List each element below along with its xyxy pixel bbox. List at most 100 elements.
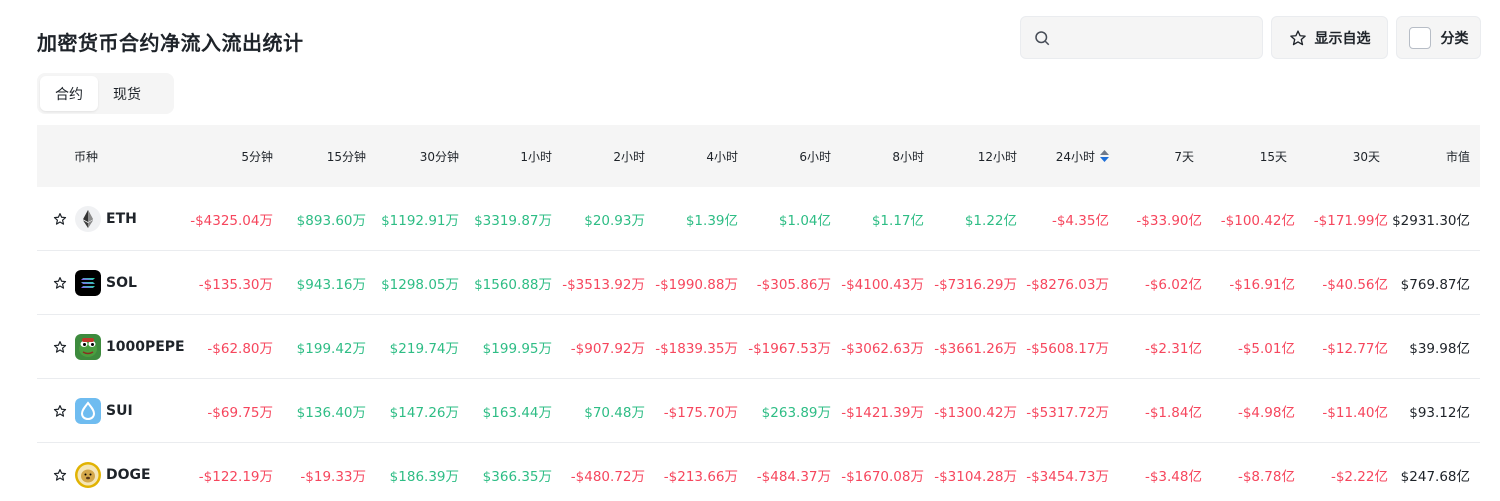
netflow-2h-cell: -$480.72万 xyxy=(570,469,645,485)
netflow-4h-cell: -$175.70万 xyxy=(663,405,738,421)
coin-symbol[interactable]: 1000PEPE xyxy=(106,339,185,355)
col-header-30d[interactable]: 30天 xyxy=(1352,149,1380,164)
doge-logo-icon xyxy=(75,462,101,488)
netflow-7d-cell: -$33.90亿 xyxy=(1136,213,1202,229)
col-header-market-cap[interactable]: 市值 xyxy=(1445,149,1470,164)
eth-logo-icon xyxy=(75,206,101,232)
netflow-6h-cell: -$484.37万 xyxy=(756,469,831,485)
netflow-7d-cell: -$1.84亿 xyxy=(1144,405,1202,421)
coin-cell: SOL xyxy=(53,251,137,315)
col-header-5m[interactable]: 5分钟 xyxy=(241,149,273,164)
netflow-30m-cell: $219.74万 xyxy=(389,341,459,357)
netflow-12h-cell: -$3661.26万 xyxy=(934,341,1017,357)
market-cap-cell: $2931.30亿 xyxy=(1392,213,1470,229)
table-row[interactable]: SUI -$69.75万 $136.40万 $147.26万 $163.44万 $70.4… xyxy=(37,379,1480,443)
col-header-24h[interactable]: 24小时 xyxy=(1056,125,1109,187)
favorite-star-icon[interactable] xyxy=(53,468,67,482)
netflow-30d-cell: -$171.99亿 xyxy=(1313,213,1388,229)
netflow-4h-cell: -$213.66万 xyxy=(663,469,738,485)
market-type-tabs: 合约 现货 xyxy=(37,73,174,114)
table-row[interactable]: SOL -$135.30万 $943.16万 $1298.05万 $1560.88万 -$… xyxy=(37,251,1480,315)
col-header-15m[interactable]: 15分钟 xyxy=(326,149,366,164)
netflow-1h-cell: $163.44万 xyxy=(482,405,552,421)
netflow-table: 币种 5分钟 15分钟 30分钟 1小时 2小时 4小时 6小时 8小时 12小… xyxy=(37,125,1480,501)
netflow-5m-cell: -$4325.04万 xyxy=(190,213,273,229)
netflow-8h-cell: -$1670.08万 xyxy=(841,469,924,485)
netflow-30m-cell: $1192.91万 xyxy=(381,213,459,229)
show-favorites-button[interactable]: 显示自选 xyxy=(1271,16,1388,59)
tab-spot[interactable]: 现货 xyxy=(113,86,141,103)
table-row[interactable]: ETH -$4325.04万 $893.60万 $1192.91万 $3319.87万 $… xyxy=(37,187,1480,251)
netflow-2h-cell: -$3513.92万 xyxy=(562,277,645,293)
netflow-15m-cell: $943.16万 xyxy=(296,277,366,293)
search-box[interactable] xyxy=(1020,16,1263,59)
market-cap-cell: $39.98亿 xyxy=(1409,341,1470,357)
col-header-7d[interactable]: 7天 xyxy=(1174,149,1194,164)
netflow-30m-cell: $147.26万 xyxy=(389,405,459,421)
netflow-4h-cell: -$1839.35万 xyxy=(655,341,738,357)
table-row[interactable]: DOGE -$122.19万 -$19.33万 $186.39万 $366.35万 -$4… xyxy=(37,443,1480,501)
netflow-6h-cell: $1.04亿 xyxy=(778,213,831,229)
netflow-24h-cell: -$5317.72万 xyxy=(1026,405,1109,421)
star-outline-icon xyxy=(1289,29,1306,45)
netflow-24h-cell: -$4.35亿 xyxy=(1051,213,1109,229)
netflow-30d-cell: -$2.22亿 xyxy=(1330,469,1388,485)
netflow-15d-cell: -$100.42亿 xyxy=(1220,213,1295,229)
col-header-30m[interactable]: 30分钟 xyxy=(419,149,459,164)
search-input[interactable] xyxy=(1059,29,1249,46)
coin-symbol[interactable]: ETH xyxy=(106,211,137,227)
coin-cell: SUI xyxy=(53,379,133,443)
favorite-star-icon[interactable] xyxy=(53,212,67,226)
netflow-8h-cell: -$3062.63万 xyxy=(841,341,924,357)
col-header-4h[interactable]: 4小时 xyxy=(706,149,738,164)
favorite-star-icon[interactable] xyxy=(53,340,67,354)
netflow-12h-cell: $1.22亿 xyxy=(964,213,1017,229)
netflow-15d-cell: -$4.98亿 xyxy=(1237,405,1295,421)
col-header-6h[interactable]: 6小时 xyxy=(799,149,831,164)
netflow-30d-cell: -$40.56亿 xyxy=(1322,277,1388,293)
col-header-2h[interactable]: 2小时 xyxy=(613,149,645,164)
col-header-12h[interactable]: 12小时 xyxy=(977,149,1017,164)
netflow-5m-cell: -$69.75万 xyxy=(207,405,273,421)
netflow-4h-cell: $1.39亿 xyxy=(685,213,738,229)
netflow-12h-cell: -$1300.42万 xyxy=(934,405,1017,421)
sort-desc-icon xyxy=(1100,150,1109,162)
netflow-5m-cell: -$135.30万 xyxy=(198,277,273,293)
market-cap-cell: $769.87亿 xyxy=(1400,277,1470,293)
coin-cell: 1000PEPE xyxy=(53,315,185,379)
col-header-15d[interactable]: 15天 xyxy=(1259,149,1287,164)
col-header-8h[interactable]: 8小时 xyxy=(892,149,924,164)
netflow-30m-cell: $1298.05万 xyxy=(381,277,459,293)
coin-cell: DOGE xyxy=(53,443,151,501)
netflow-8h-cell: $1.17亿 xyxy=(871,213,924,229)
netflow-4h-cell: -$1990.88万 xyxy=(655,277,738,293)
netflow-24h-cell: -$3454.73万 xyxy=(1026,469,1109,485)
category-checkbox[interactable] xyxy=(1408,26,1431,49)
coin-cell: ETH xyxy=(53,187,137,251)
netflow-7d-cell: -$3.48亿 xyxy=(1144,469,1202,485)
favorite-star-icon[interactable] xyxy=(53,404,67,418)
table-row[interactable]: 1000PEPE -$62.80万 $199.42万 $219.74万 $199.95万… xyxy=(37,315,1480,379)
netflow-30d-cell: -$11.40亿 xyxy=(1322,405,1388,421)
tab-futures[interactable]: 合约 xyxy=(40,76,98,111)
netflow-8h-cell: -$4100.43万 xyxy=(841,277,924,293)
col-header-coin[interactable]: 币种 xyxy=(74,149,99,164)
col-header-1h[interactable]: 1小时 xyxy=(520,149,552,164)
netflow-15m-cell: $893.60万 xyxy=(296,213,366,229)
netflow-24h-cell: -$5608.17万 xyxy=(1026,341,1109,357)
netflow-5m-cell: -$62.80万 xyxy=(207,341,273,357)
category-toggle[interactable]: 分类 xyxy=(1396,16,1481,59)
table-header: 币种 5分钟 15分钟 30分钟 1小时 2小时 4小时 6小时 8小时 12小… xyxy=(37,125,1480,187)
coin-symbol[interactable]: SUI xyxy=(106,403,133,419)
market-cap-cell: $93.12亿 xyxy=(1409,405,1470,421)
col-header-24h-label: 24小时 xyxy=(1055,149,1095,164)
netflow-1h-cell: $199.95万 xyxy=(482,341,552,357)
netflow-24h-cell: -$8276.03万 xyxy=(1026,277,1109,293)
netflow-8h-cell: -$1421.39万 xyxy=(841,405,924,421)
favorite-star-icon[interactable] xyxy=(53,276,67,290)
netflow-2h-cell: -$907.92万 xyxy=(570,341,645,357)
coin-symbol[interactable]: SOL xyxy=(106,275,137,291)
netflow-5m-cell: -$122.19万 xyxy=(198,469,273,485)
coin-symbol[interactable]: DOGE xyxy=(106,467,151,483)
netflow-15m-cell: -$19.33万 xyxy=(300,469,366,485)
